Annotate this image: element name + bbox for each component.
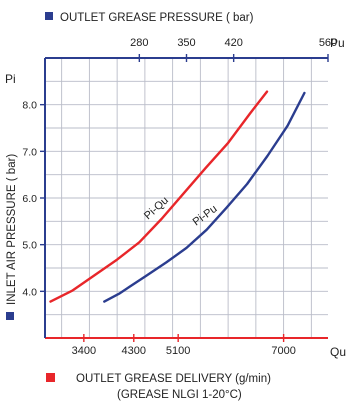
bottom-axis-tick-label: 7000 (271, 345, 295, 357)
y-axis-tick-label: 7.0 (22, 146, 37, 158)
series-line-pi-qu (49, 90, 269, 303)
legend-top-swatch (45, 12, 53, 20)
y-axis-label-swatch (6, 312, 14, 320)
y-axis-tick-label: 4.0 (22, 286, 37, 298)
bottom-axis-tick-label: 4300 (122, 345, 146, 357)
series-line-pi-pu (103, 91, 306, 303)
legend-bottom-swatch (46, 373, 55, 382)
y-axis-tick-label: 6.0 (22, 193, 37, 205)
tick-layer: 280 350 420 560 3400 4300 5100 7000 4.0 5.0 6.0 7.0… (22, 37, 337, 357)
top-axis-tick-label: 560 (319, 37, 337, 49)
top-axis-tick-label: 280 (130, 37, 148, 49)
bottom-axis-symbol: Qu (330, 345, 346, 359)
top-axis-tick-label: 350 (177, 37, 195, 49)
legend-bottom-label: OUTLET GREASE DELIVERY (g/min) (76, 373, 271, 385)
y-axis-tick-label: 5.0 (22, 240, 37, 252)
grid-layer (45, 58, 328, 338)
bottom-axis-tick-label: 5100 (166, 345, 190, 357)
bottom-axis-tick-label: 3400 (72, 345, 96, 357)
top-axis-tick-label: 420 (224, 37, 242, 49)
y-axis-tick-label: 8.0 (22, 100, 37, 112)
y-axis-label: INLET AIR PRESSURE ( bar) (6, 154, 18, 305)
legend-bottom-sublabel: (GREASE NLGI 1-20°C) (117, 389, 242, 401)
legend-top-label: OUTLET GREASE PRESSURE ( bar) (60, 12, 254, 24)
series-layer (49, 90, 306, 303)
y-axis-symbol: Pi (5, 72, 16, 86)
series-label-pi-qu: Pi-Qu (142, 194, 171, 222)
series-label-pi-pu: Pi-Pu (191, 203, 220, 229)
top-axis-symbol: Pu (330, 36, 345, 50)
